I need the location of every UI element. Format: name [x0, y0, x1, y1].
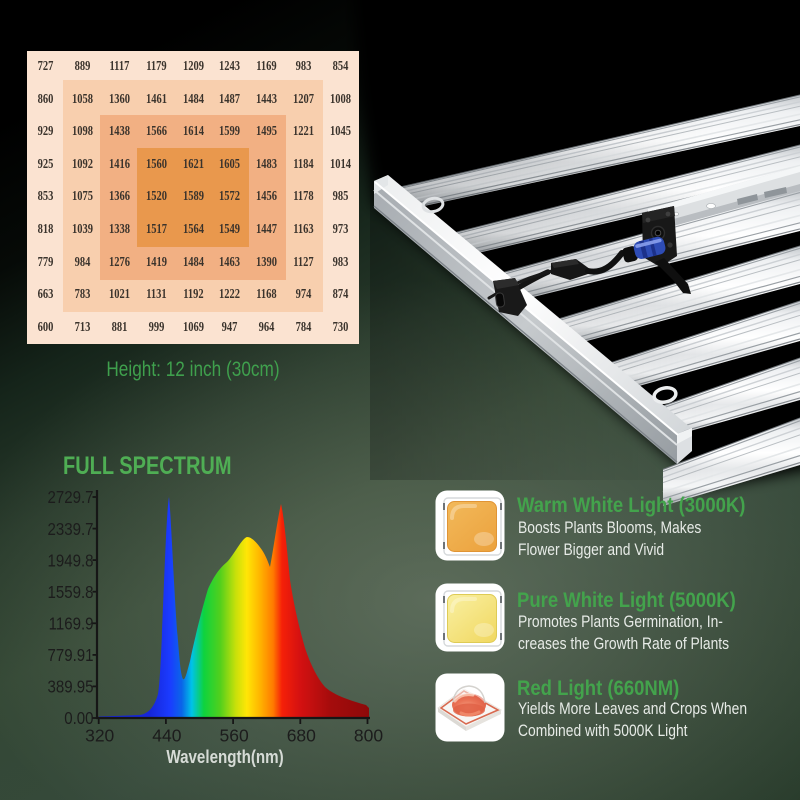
svg-text:800: 800 [354, 726, 383, 746]
svg-text:440: 440 [152, 726, 181, 746]
svg-text:2339.7: 2339.7 [47, 520, 93, 539]
svg-text:2729.7: 2729.7 [47, 488, 93, 507]
svg-text:Wavelength(nm): Wavelength(nm) [166, 747, 283, 768]
svg-text:0.00: 0.00 [64, 709, 93, 728]
svg-text:320: 320 [85, 726, 114, 746]
svg-text:680: 680 [287, 726, 316, 746]
svg-text:1169.9: 1169.9 [49, 614, 94, 633]
svg-text:779.91: 779.91 [47, 646, 93, 665]
svg-text:389.95: 389.95 [47, 678, 93, 697]
svg-text:1949.8: 1949.8 [47, 551, 93, 570]
svg-text:560: 560 [219, 726, 248, 746]
svg-text:1559.8: 1559.8 [47, 583, 93, 602]
